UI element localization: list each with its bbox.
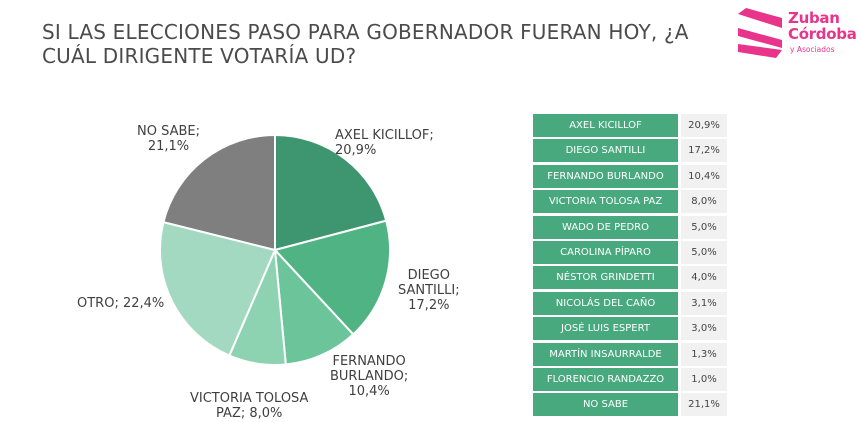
table-row-value: 8,0%: [681, 190, 727, 214]
pie-slice-4: [159, 220, 277, 357]
table-row-name: WADO DE PEDRO: [533, 215, 678, 239]
table-row: MARTÍN INSAURRALDE 1,3%: [533, 342, 733, 366]
pie-label-4-line-0: OTRO; 22,4%: [77, 296, 165, 311]
table-row-name: NÉSTOR GRINDETTI: [533, 266, 678, 290]
table-row-name: NO SABE: [533, 393, 678, 417]
table-row: NÉSTOR GRINDETTI 4,0%: [533, 266, 733, 290]
logo-line-1: Zuban: [788, 9, 840, 27]
table-row: DIEGO SANTILLI 17,2%: [533, 139, 733, 163]
table-row-name: CAROLINA PÍPARO: [533, 241, 678, 264]
pie-label-2-line-0: FERNANDO: [332, 354, 406, 369]
table-row-name: FLORENCIO RANDAZZO: [533, 368, 678, 391]
pie-label-0-line-0: AXEL KICILLOF;: [335, 128, 434, 143]
table-row-name: DIEGO SANTILLI: [533, 139, 678, 163]
pie-label-1-line-2: 17,2%: [408, 298, 450, 313]
pie-label-1-line-0: DIEGO: [407, 268, 450, 283]
pie-label-3-line-0: VICTORIA TOLOSA: [190, 391, 309, 406]
page-title-line-2: CUÁL DIRIGENTE VOTARÍA UD?: [42, 44, 357, 68]
pie-label-1-line-1: SANTILLI;: [398, 283, 460, 298]
table-row: AXEL KICILLOF 20,9%: [533, 114, 733, 137]
pie-label-5-line-1: 21,1%: [147, 139, 190, 154]
table-row-name: JOSÉ LUIS ESPERT: [533, 317, 678, 341]
table-row-value: 20,9%: [681, 114, 727, 137]
table-row-value: 5,0%: [681, 215, 727, 239]
table-row: JOSÉ LUIS ESPERT 3,0%: [533, 317, 733, 341]
table-row-value: 1,0%: [681, 368, 727, 391]
pie-chart: [159, 133, 391, 366]
logo-line-2: Córdoba: [788, 25, 857, 43]
pie-label-5-line-0: NO SABE;: [137, 124, 200, 139]
table-row: NO SABE 21,1%: [533, 393, 733, 417]
table-row: FLORENCIO RANDAZZO 1,0%: [533, 368, 733, 391]
page-title-line-1: SI LAS ELECCIONES PASO PARA GOBERNADOR F…: [42, 20, 689, 44]
pie-label-1: DIEGO SANTILLI; 17,2%: [398, 268, 460, 313]
table-row-value: 3,1%: [681, 291, 727, 315]
pie-slice-1: [273, 219, 391, 336]
pie-label-2: FERNANDO BURLANDO; 10,4%: [330, 354, 408, 399]
table-row-name: VICTORIA TOLOSA PAZ: [533, 190, 678, 214]
zuban-cordoba-logo: Zuban Córdoba y Asociados: [736, 8, 858, 60]
pie-label-3: VICTORIA TOLOSA PAZ; 8,0%: [190, 391, 308, 421]
table-row: VICTORIA TOLOSA PAZ 8,0%: [533, 190, 733, 214]
pie-label-5: NO SABE; 21,1%: [137, 124, 200, 154]
pie-label-3-line-1: PAZ; 8,0%: [216, 406, 283, 421]
table-row-value: 1,3%: [681, 342, 727, 366]
table-row-name: AXEL KICILLOF: [533, 114, 678, 137]
table-row-value: 17,2%: [681, 139, 727, 163]
pie-label-0-line-1: 20,9%: [335, 143, 377, 158]
table-row-name: MARTÍN INSAURRALDE: [533, 342, 678, 366]
pie-slice-0: [274, 133, 388, 252]
table-row: WADO DE PEDRO 5,0%: [533, 215, 733, 239]
table-row-value: 21,1%: [681, 393, 727, 417]
table-row-value: 4,0%: [681, 266, 727, 290]
table-row-name: FERNANDO BURLANDO: [533, 164, 678, 188]
table-row-name: NICOLÁS DEL CAÑO: [533, 291, 678, 315]
pie-label-2-line-1: BURLANDO;: [330, 369, 409, 384]
table-row: NICOLÁS DEL CAÑO 3,1%: [533, 291, 733, 315]
pie-label-0: AXEL KICILLOF; 20,9%: [335, 128, 434, 158]
logo-line-3: y Asociados: [790, 45, 835, 54]
pie-label-4: OTRO; 22,4%: [77, 296, 164, 311]
table-row-value: 5,0%: [681, 241, 727, 264]
table-row: FERNANDO BURLANDO 10,4%: [533, 164, 733, 188]
pie-slice-2: [273, 247, 355, 366]
logo-mark-icon: [738, 8, 782, 58]
table-row: CAROLINA PÍPARO 5,0%: [533, 241, 733, 264]
pie-label-2-line-2: 10,4%: [348, 384, 390, 399]
table-row-value: 10,4%: [681, 164, 727, 188]
pie-slice-5: [162, 133, 276, 252]
table-row-value: 3,0%: [681, 317, 727, 341]
logo-wordmark: Zuban Córdoba: [788, 10, 857, 42]
page-title: SI LAS ELECCIONES PASO PARA GOBERNADOR F…: [42, 20, 702, 68]
